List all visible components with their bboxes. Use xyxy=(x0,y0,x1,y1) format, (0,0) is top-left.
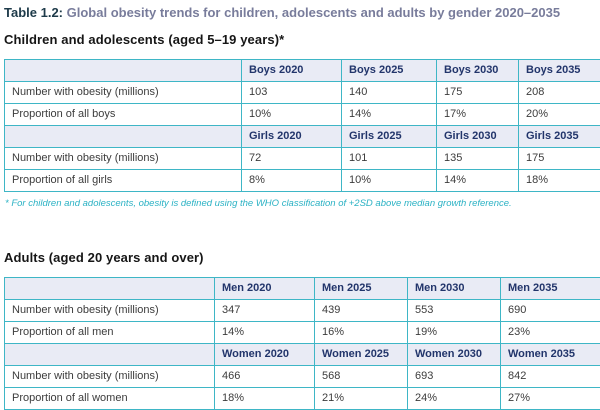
header-cell: Women 2025 xyxy=(315,344,408,366)
header-cell: Girls 2020 xyxy=(242,126,342,148)
value-cell: 8% xyxy=(242,170,342,192)
row-label-cell: Proportion of all boys xyxy=(5,104,242,126)
children-footnote: * For children and adolescents, obesity … xyxy=(5,198,596,210)
table-row: Proportion of all girls 8% 10% 14% 18% xyxy=(5,170,600,192)
section-heading-children: Children and adolescents (aged 5–19 year… xyxy=(4,32,596,48)
value-cell: 690 xyxy=(501,300,600,322)
table-row: Number with obesity (millions) 466 568 6… xyxy=(5,366,600,388)
header-cell: Women 2030 xyxy=(408,344,501,366)
row-label-cell: Number with obesity (millions) xyxy=(5,82,242,104)
header-cell: Men 2030 xyxy=(408,278,501,300)
header-cell: Girls 2035 xyxy=(519,126,600,148)
table-row: Number with obesity (millions) 72 101 13… xyxy=(5,148,600,170)
value-cell: 103 xyxy=(242,82,342,104)
value-cell: 72 xyxy=(242,148,342,170)
value-cell: 568 xyxy=(315,366,408,388)
value-cell: 23% xyxy=(501,322,600,344)
table-row: Boys 2020 Boys 2025 Boys 2030 Boys 2035 xyxy=(5,60,600,82)
table-number-label: Table 1.2: xyxy=(4,5,63,20)
value-cell: 17% xyxy=(437,104,519,126)
value-cell: 347 xyxy=(215,300,315,322)
value-cell: 175 xyxy=(437,82,519,104)
table-row: Proportion of all men 14% 16% 19% 23% xyxy=(5,322,600,344)
value-cell: 693 xyxy=(408,366,501,388)
value-cell: 24% xyxy=(408,388,501,410)
section-heading-adults: Adults (aged 20 years and over) xyxy=(4,250,596,266)
row-label-cell: Number with obesity (millions) xyxy=(5,148,242,170)
table-row: Number with obesity (millions) 103 140 1… xyxy=(5,82,600,104)
row-label-cell: Proportion of all girls xyxy=(5,170,242,192)
header-cell xyxy=(5,60,242,82)
row-label-cell: Number with obesity (millions) xyxy=(5,366,215,388)
value-cell: 14% xyxy=(342,104,437,126)
row-label-cell: Proportion of all women xyxy=(5,388,215,410)
table-row: Proportion of all boys 10% 14% 17% 20% xyxy=(5,104,600,126)
table-row: Number with obesity (millions) 347 439 5… xyxy=(5,300,600,322)
value-cell: 14% xyxy=(215,322,315,344)
header-cell: Boys 2035 xyxy=(519,60,600,82)
children-adolescents-table: Boys 2020 Boys 2025 Boys 2030 Boys 2035 … xyxy=(4,59,600,192)
row-label-cell: Number with obesity (millions) xyxy=(5,300,215,322)
table-row: Women 2020 Women 2025 Women 2030 Women 2… xyxy=(5,344,600,366)
value-cell: 439 xyxy=(315,300,408,322)
value-cell: 16% xyxy=(315,322,408,344)
header-cell: Men 2035 xyxy=(501,278,600,300)
value-cell: 27% xyxy=(501,388,600,410)
value-cell: 466 xyxy=(215,366,315,388)
value-cell: 10% xyxy=(342,170,437,192)
value-cell: 19% xyxy=(408,322,501,344)
value-cell: 135 xyxy=(437,148,519,170)
value-cell: 14% xyxy=(437,170,519,192)
value-cell: 208 xyxy=(519,82,600,104)
value-cell: 101 xyxy=(342,148,437,170)
value-cell: 175 xyxy=(519,148,600,170)
page-title: Table 1.2: Global obesity trends for chi… xyxy=(4,5,596,21)
row-label-cell: Proportion of all men xyxy=(5,322,215,344)
value-cell: 18% xyxy=(519,170,600,192)
header-cell xyxy=(5,278,215,300)
header-cell: Men 2025 xyxy=(315,278,408,300)
value-cell: 842 xyxy=(501,366,600,388)
value-cell: 140 xyxy=(342,82,437,104)
table-row: Proportion of all women 18% 21% 24% 27% xyxy=(5,388,600,410)
header-cell: Women 2020 xyxy=(215,344,315,366)
value-cell: 20% xyxy=(519,104,600,126)
table-row: Girls 2020 Girls 2025 Girls 2030 Girls 2… xyxy=(5,126,600,148)
value-cell: 10% xyxy=(242,104,342,126)
header-cell: Boys 2030 xyxy=(437,60,519,82)
value-cell: 553 xyxy=(408,300,501,322)
value-cell: 21% xyxy=(315,388,408,410)
table-title-text: Global obesity trends for children, adol… xyxy=(67,5,560,20)
header-cell: Boys 2025 xyxy=(342,60,437,82)
header-cell: Boys 2020 xyxy=(242,60,342,82)
adults-table: Men 2020 Men 2025 Men 2030 Men 2035 Numb… xyxy=(4,277,600,410)
value-cell: 18% xyxy=(215,388,315,410)
header-cell xyxy=(5,344,215,366)
header-cell: Girls 2030 xyxy=(437,126,519,148)
header-cell xyxy=(5,126,242,148)
header-cell: Girls 2025 xyxy=(342,126,437,148)
header-cell: Men 2020 xyxy=(215,278,315,300)
header-cell: Women 2035 xyxy=(501,344,600,366)
table-row: Men 2020 Men 2025 Men 2030 Men 2035 xyxy=(5,278,600,300)
